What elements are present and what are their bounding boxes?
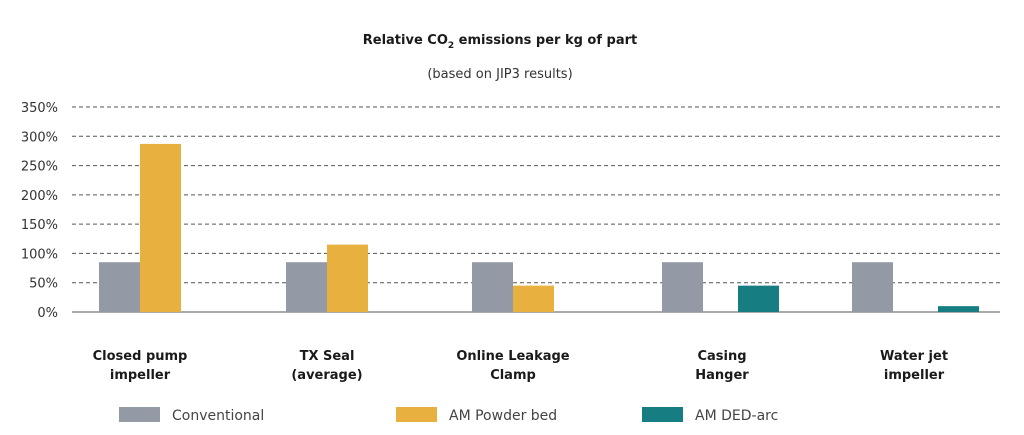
category-label: TX Seal	[300, 349, 355, 364]
legend-label: AM Powder bed	[449, 408, 557, 424]
category-label: impeller	[884, 368, 945, 383]
bar-am-powder-bed	[513, 285, 554, 312]
y-tick-label: 200%	[21, 189, 58, 204]
category-label: Water jet	[880, 349, 948, 364]
y-axis-ticks: 0% 50% 100% 150% 200% 250% 300% 350%	[21, 101, 58, 321]
legend-swatch	[642, 407, 683, 422]
bar-am-ded-arc	[938, 306, 979, 312]
y-tick-label: 50%	[29, 277, 58, 292]
legend-label: AM DED-arc	[695, 408, 778, 424]
bar-am-ded-arc	[738, 285, 779, 312]
chart-title-subscript: 2	[448, 41, 454, 51]
gridlines	[72, 106, 1000, 313]
chart-title: Relative CO2 emissions per kg of part	[363, 33, 638, 51]
category-label: Casing	[697, 349, 746, 364]
category-label: Closed pump	[93, 349, 188, 364]
y-tick-label: 100%	[21, 247, 58, 262]
bar-conventional	[99, 262, 140, 312]
y-tick-label: 0%	[37, 306, 58, 321]
category-label: (average)	[291, 368, 362, 383]
category-label: Hanger	[695, 368, 749, 383]
legend-swatch	[396, 407, 437, 422]
x-axis-categories: Closed pump impeller TX Seal (average) Onlin…	[93, 349, 948, 383]
bars	[99, 143, 979, 312]
legend-swatch	[119, 407, 160, 422]
category-label: impeller	[110, 368, 171, 383]
category-label: Online Leakage	[456, 349, 569, 364]
category-label: Clamp	[490, 368, 536, 383]
bar-am-powder-bed	[327, 244, 368, 312]
bar-conventional	[472, 262, 513, 312]
y-tick-label: 250%	[21, 160, 58, 175]
chart-title-main: Relative CO	[363, 33, 448, 48]
legend-label: Conventional	[172, 408, 264, 424]
chart-subtitle: (based on JIP3 results)	[427, 67, 572, 82]
y-tick-label: 300%	[21, 130, 58, 145]
legend: Conventional AM Powder bed AM DED-arc	[119, 407, 778, 424]
bar-conventional	[852, 262, 893, 312]
chart-title-tail: emissions per kg of part	[454, 33, 637, 48]
bar-conventional	[662, 262, 703, 312]
bar-am-powder-bed	[140, 143, 181, 312]
y-tick-label: 350%	[21, 101, 58, 116]
y-tick-label: 150%	[21, 218, 58, 233]
bar-conventional	[286, 262, 327, 312]
